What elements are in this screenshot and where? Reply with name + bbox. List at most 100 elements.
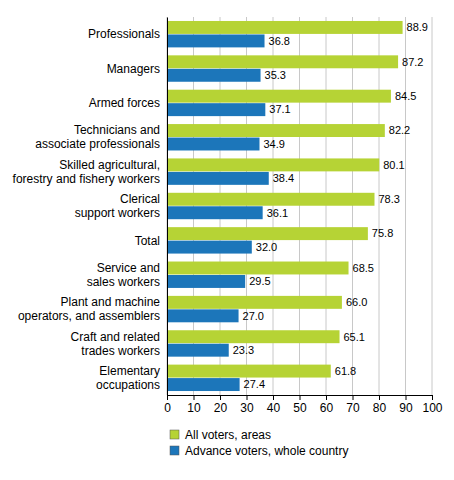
tick: 100 bbox=[422, 395, 442, 415]
bar bbox=[167, 309, 239, 322]
bar bbox=[167, 172, 269, 185]
bars bbox=[167, 21, 403, 391]
bar bbox=[167, 262, 349, 275]
tick-label: 50 bbox=[293, 401, 307, 415]
bar bbox=[167, 227, 368, 240]
data-label: 27.4 bbox=[244, 378, 265, 390]
data-label: 37.1 bbox=[269, 103, 290, 115]
category-label: Clericalsupport workers bbox=[75, 192, 160, 220]
tick-mark bbox=[406, 395, 407, 400]
tick: 80 bbox=[373, 395, 387, 415]
category-label: Skilled agricultural,forestry and fisher… bbox=[13, 158, 160, 186]
tick-mark bbox=[167, 395, 168, 400]
bar bbox=[167, 124, 385, 137]
tick: Professionals bbox=[88, 27, 167, 41]
tick-mark bbox=[379, 395, 380, 400]
tick: Elementaryoccupations bbox=[96, 364, 167, 392]
tick: Craft and relatedtrades workers bbox=[71, 330, 167, 358]
data-label: 84.5 bbox=[395, 90, 416, 102]
category-label-line: trades workers bbox=[81, 344, 160, 358]
legend-swatch bbox=[170, 430, 179, 439]
grid-line bbox=[432, 17, 433, 395]
legend-item: All voters, areas bbox=[170, 428, 271, 442]
category-label: Total bbox=[135, 234, 160, 248]
legend-swatch bbox=[170, 446, 179, 455]
data-label: 29.5 bbox=[249, 275, 270, 287]
data-label: 78.3 bbox=[378, 193, 399, 205]
category-label-line: Service and bbox=[97, 261, 160, 275]
category-label-line: occupations bbox=[96, 378, 160, 392]
bar bbox=[167, 69, 261, 82]
category-label-line: Craft and related bbox=[71, 330, 160, 344]
tick-label: 30 bbox=[240, 401, 254, 415]
category-label: Armed forces bbox=[89, 96, 160, 110]
tick: Plant and machineoperators, and assemble… bbox=[18, 295, 167, 323]
tick-label: 40 bbox=[267, 401, 281, 415]
tick-label: 80 bbox=[373, 401, 387, 415]
category-label-line: Armed forces bbox=[89, 96, 160, 110]
tick-label: 70 bbox=[346, 401, 360, 415]
data-label: 88.9 bbox=[407, 21, 428, 33]
bar bbox=[167, 241, 252, 254]
tick-label: 0 bbox=[164, 401, 171, 415]
bar bbox=[167, 206, 263, 219]
legend-label: All voters, areas bbox=[185, 428, 271, 442]
data-label: 80.1 bbox=[383, 159, 404, 171]
legend-item: Advance voters, whole country bbox=[170, 444, 348, 458]
bar bbox=[167, 103, 265, 116]
tick-mark bbox=[353, 395, 354, 400]
tick: 0 bbox=[164, 395, 171, 415]
tick: Armed forces bbox=[89, 96, 167, 110]
tick: Managers bbox=[107, 62, 167, 76]
tick-label: 60 bbox=[320, 401, 334, 415]
data-label: 87.2 bbox=[402, 56, 423, 68]
category-label-line: Total bbox=[135, 234, 160, 248]
category-label: Plant and machineoperators, and assemble… bbox=[18, 295, 160, 323]
tick-mark bbox=[300, 395, 301, 400]
category-label-line: Managers bbox=[107, 62, 160, 76]
data-label: 66.0 bbox=[346, 296, 367, 308]
category-label: Technicians andassociate professionals bbox=[35, 123, 160, 151]
category-label-line: Technicians and bbox=[74, 123, 160, 137]
data-label: 35.3 bbox=[265, 69, 286, 81]
tick-mark bbox=[326, 395, 327, 400]
bar bbox=[167, 296, 342, 309]
y-axis: Professionals Managers Armed forces Technic… bbox=[13, 18, 168, 396]
bar bbox=[167, 90, 391, 103]
data-label: 27.0 bbox=[243, 310, 264, 322]
data-label: 23.3 bbox=[233, 344, 254, 356]
tick: 60 bbox=[320, 395, 334, 415]
data-label: 68.5 bbox=[353, 262, 374, 274]
category-label-line: Clerical bbox=[120, 192, 160, 206]
category-label: Service andsales workers bbox=[87, 261, 160, 289]
plot: 88.987.284.582.280.178.375.868.566.065.1… bbox=[13, 17, 443, 415]
tick-mark bbox=[247, 395, 248, 400]
tick-label: 10 bbox=[187, 401, 201, 415]
tick-mark bbox=[273, 395, 274, 400]
legend-label: Advance voters, whole country bbox=[185, 444, 348, 458]
tick: 30 bbox=[240, 395, 254, 415]
category-label-line: Elementary bbox=[99, 364, 160, 378]
bar bbox=[167, 158, 379, 171]
tick: Clericalsupport workers bbox=[75, 192, 167, 220]
tick: 20 bbox=[214, 395, 228, 415]
tick-mark bbox=[194, 395, 195, 400]
data-labels: 88.987.284.582.280.178.375.868.566.065.1… bbox=[233, 21, 428, 390]
grid-line bbox=[167, 17, 168, 395]
series bbox=[167, 21, 403, 378]
data-label: 61.8 bbox=[335, 365, 356, 377]
data-label: 38.4 bbox=[273, 172, 294, 184]
data-label: 75.8 bbox=[372, 227, 393, 239]
data-label: 82.2 bbox=[389, 124, 410, 136]
bar bbox=[167, 193, 374, 206]
axis-line bbox=[167, 18, 168, 396]
category-label: Managers bbox=[107, 62, 160, 76]
chart: 88.987.284.582.280.178.375.868.566.065.1… bbox=[0, 0, 454, 480]
tick: 70 bbox=[346, 395, 360, 415]
category-label-line: support workers bbox=[75, 206, 160, 220]
grid-line bbox=[405, 17, 406, 395]
tick: Skilled agricultural,forestry and fisher… bbox=[13, 158, 167, 186]
category-label-line: forestry and fishery workers bbox=[13, 172, 160, 186]
tick: Service andsales workers bbox=[87, 261, 167, 289]
category-label: Professionals bbox=[88, 27, 160, 41]
